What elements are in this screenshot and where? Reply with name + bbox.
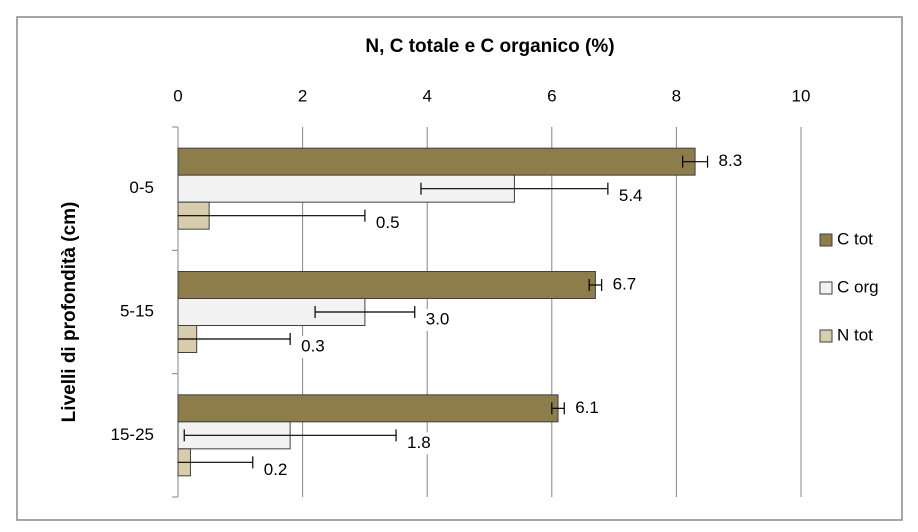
legend-swatch xyxy=(819,281,833,295)
legend-label: C org xyxy=(837,277,879,296)
value-label-bg xyxy=(372,212,407,235)
legend-label: N tot xyxy=(837,325,873,344)
value-label-bg xyxy=(422,309,457,331)
bar xyxy=(177,394,559,423)
x-tick-label: 10 xyxy=(792,86,811,105)
error-bar xyxy=(178,456,254,469)
bar xyxy=(177,271,596,299)
value-label-bg xyxy=(298,336,333,358)
x-tick-label: 6 xyxy=(547,86,556,105)
value-label: 0.3 xyxy=(301,336,325,355)
value-label: 1.8 xyxy=(407,433,431,452)
value-label: 3.0 xyxy=(426,309,450,328)
value-label-bg xyxy=(615,185,650,208)
x-tick-label: 2 xyxy=(298,86,307,105)
bar xyxy=(177,147,696,176)
chart-title: N, C totale e C organico (%) xyxy=(365,36,614,57)
error-bar xyxy=(588,279,603,291)
error-bar xyxy=(420,182,609,195)
value-label: 5.4 xyxy=(619,186,643,205)
legend-label: C tot xyxy=(837,229,873,248)
legend-swatch xyxy=(819,233,833,247)
chart-border xyxy=(16,16,903,521)
value-label: 0.5 xyxy=(376,213,400,232)
x-tick-label: 4 xyxy=(422,86,431,105)
y-tick-label: 15-25 xyxy=(111,425,154,444)
value-label: 8.3 xyxy=(719,151,743,170)
value-label-bg xyxy=(260,459,295,482)
value-label-bg xyxy=(609,274,644,296)
y-tick-label: 5-15 xyxy=(120,301,154,320)
error-bar xyxy=(178,333,291,345)
value-label: 0.2 xyxy=(264,460,288,479)
error-bar xyxy=(178,209,366,222)
y-axis-label: Livelli di profondità (cm) xyxy=(59,202,80,423)
value-label: 6.7 xyxy=(613,274,637,293)
x-tick-label: 0 xyxy=(173,86,182,105)
error-bar xyxy=(314,306,416,318)
legend-swatch xyxy=(819,329,833,343)
error-bar xyxy=(682,155,709,168)
error-bar xyxy=(551,402,565,415)
value-label-bg xyxy=(715,150,750,173)
x-tick-label: 8 xyxy=(672,86,681,105)
value-label-bg xyxy=(572,397,607,420)
value-label: 6.1 xyxy=(575,398,599,417)
y-tick-label: 0-5 xyxy=(129,178,154,197)
value-label-bg xyxy=(404,432,439,455)
error-bar xyxy=(183,429,397,442)
